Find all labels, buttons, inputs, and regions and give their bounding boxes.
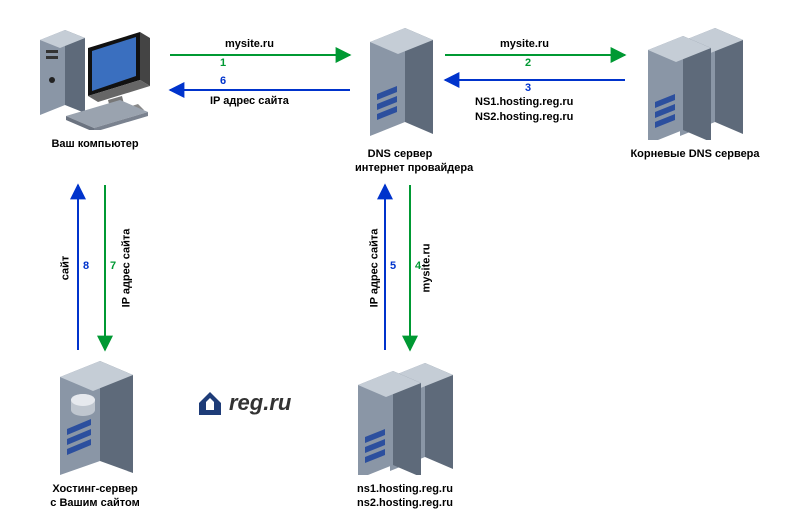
arrow-6-step: 6	[220, 75, 226, 87]
node-isp-dns-label: DNS сервер интернет провайдера	[355, 147, 445, 175]
node-hosting-label: Хостинг-сервер с Вашим сайтом	[40, 482, 150, 510]
node-root-dns: Корневые DNS сервера	[625, 20, 765, 161]
node-ns-label: ns1.hosting.reg.ru ns2.hosting.reg.ru	[335, 482, 475, 510]
arrow-3-step: 3	[525, 82, 531, 94]
arrow-1-step: 1	[220, 57, 226, 69]
arrow-8-step: 8	[83, 260, 89, 272]
arrow-8-label: сайт	[59, 256, 71, 281]
logo: reg.ru	[195, 388, 291, 418]
arrow-5-label: IP адрес сайта	[368, 229, 380, 308]
arrow-2-label: mysite.ru	[500, 38, 549, 50]
arrow-5-step: 5	[390, 260, 396, 272]
arrow-7-step: 7	[110, 260, 116, 272]
hosting-server-icon	[45, 355, 145, 475]
node-root-dns-label: Корневые DNS сервера	[625, 147, 765, 161]
logo-text: reg.ru	[229, 390, 291, 416]
node-client: Ваш компьютер	[30, 20, 160, 151]
node-hosting: Хостинг-сервер с Вашим сайтом	[40, 355, 150, 510]
arrow-6-label: IP адрес сайта	[210, 95, 289, 107]
arrow-1-label: mysite.ru	[225, 38, 274, 50]
node-isp-dns: DNS сервер интернет провайдера	[355, 20, 445, 175]
computer-icon	[30, 20, 160, 130]
logo-house-icon	[195, 388, 225, 418]
node-ns: ns1.hosting.reg.ru ns2.hosting.reg.ru	[335, 355, 475, 510]
arrow-2-step: 2	[525, 57, 531, 69]
ns-server-cluster-icon	[335, 355, 475, 475]
server-icon	[355, 20, 445, 140]
arrow-3-label: NS1.hosting.reg.ru NS2.hosting.reg.ru	[475, 95, 573, 125]
server-cluster-icon	[625, 20, 765, 140]
node-client-label: Ваш компьютер	[30, 137, 160, 151]
arrow-7-label: IP адрес сайта	[120, 229, 132, 308]
arrow-4-label: mysite.ru	[420, 244, 432, 293]
